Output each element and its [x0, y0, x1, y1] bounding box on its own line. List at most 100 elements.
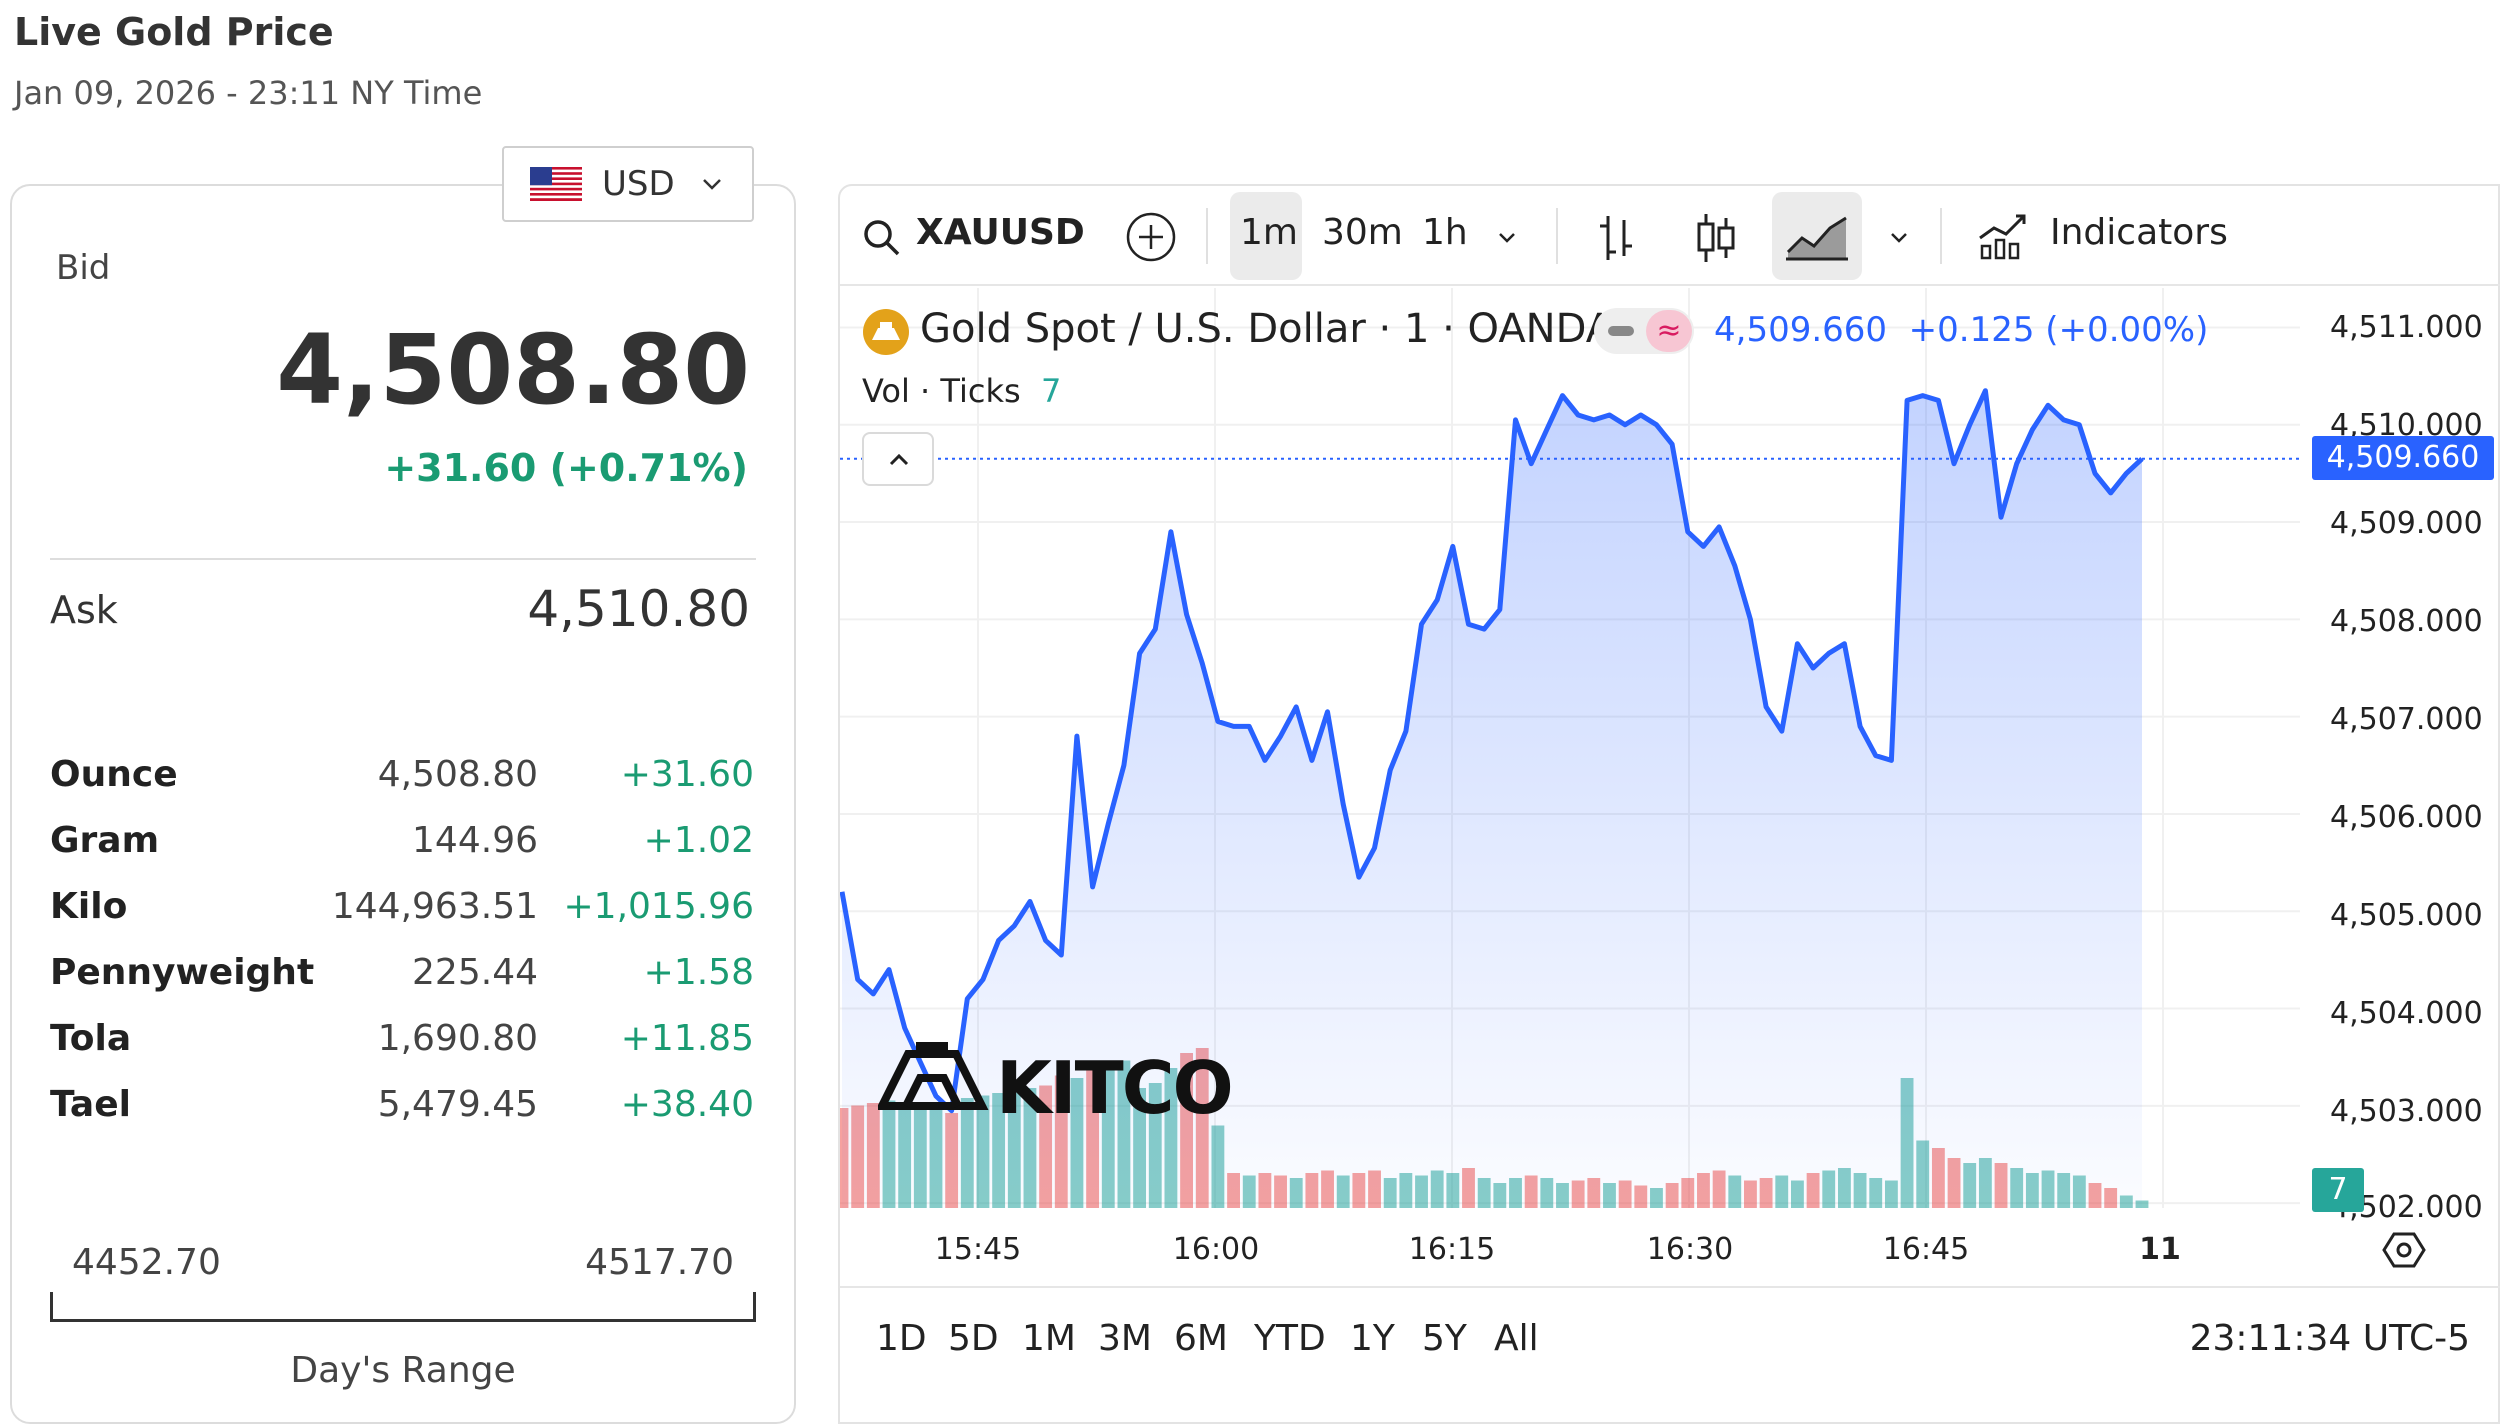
range-low: 4452.70	[72, 1242, 221, 1283]
currency-select[interactable]: USD	[502, 146, 754, 222]
search-icon[interactable]	[862, 218, 902, 258]
ask-price: 4,510.80	[527, 580, 750, 638]
interval-1m-button[interactable]	[1230, 192, 1302, 280]
legend-price: 4,509.660 +0.125 (+0.00%)	[1714, 310, 2208, 350]
range-3m-button[interactable]: 3M	[1098, 1318, 1152, 1359]
chevron-down-icon[interactable]	[1494, 224, 1520, 250]
hide-icon	[1608, 326, 1634, 336]
unit-price: 144.96	[412, 820, 538, 861]
range-ytd-button[interactable]: YTD	[1254, 1318, 1326, 1359]
price-area	[842, 390, 2142, 1208]
chart-legend-title: Gold Spot / U.S. Dollar · 1 · OANDA	[920, 306, 1614, 352]
toolbar-divider	[1556, 208, 1558, 264]
unit-price: 1,690.80	[377, 1018, 538, 1059]
area-chart-icon	[1786, 216, 1848, 261]
y-axis-tick: 4,509.000	[2330, 506, 2483, 541]
unit-change: +1.58	[643, 952, 754, 993]
volume-bar	[2135, 1200, 2149, 1208]
x-axis-tick: 16:45	[1882, 1232, 1970, 1267]
y-axis-tick: 4,505.000	[2330, 898, 2483, 933]
range-5y-button[interactable]: 5Y	[1422, 1318, 1467, 1359]
y-axis-tick: 4,504.000	[2330, 996, 2483, 1031]
unit-name: Gram	[50, 820, 160, 861]
chevron-down-icon	[702, 179, 721, 190]
unit-change: +1.02	[643, 820, 754, 861]
interval-1h-button[interactable]: 1h	[1422, 212, 1468, 253]
unit-price: 5,479.45	[377, 1084, 538, 1125]
unit-price: 225.44	[412, 952, 538, 993]
page-subtitle: Jan 09, 2026 - 23:11 NY Time	[14, 74, 483, 112]
chevron-up-icon	[889, 453, 909, 466]
symbol-search[interactable]: XAUUSD	[916, 212, 1085, 253]
ask-label: Ask	[50, 588, 118, 632]
y-axis-tick: 4,507.000	[2330, 702, 2483, 737]
y-axis-tick: 4,506.000	[2330, 800, 2483, 835]
legend-toggle[interactable]: ≈	[1594, 308, 1694, 354]
x-axis-tick: 11	[2139, 1232, 2181, 1267]
y-axis-tick: 4,503.000	[2330, 1094, 2483, 1129]
range-high: 4517.70	[585, 1242, 734, 1283]
unit-name: Kilo	[50, 886, 128, 927]
indicators-button[interactable]: Indicators	[2050, 212, 2228, 253]
price-line	[840, 388, 2144, 1114]
unit-change: +1,015.96	[563, 886, 754, 927]
bid-price: 4,508.80	[276, 314, 750, 426]
unit-name: Tola	[50, 1018, 132, 1059]
unit-name: Ounce	[50, 754, 178, 795]
last-price-tag: 4,509.660	[2312, 436, 2494, 480]
kitco-logo-text: KITCO	[996, 1046, 1234, 1130]
range-1m-button[interactable]: 1M	[1022, 1318, 1076, 1359]
interval-1m-label: 1m	[1240, 212, 1298, 253]
chart-clock: 23:11:34 UTC-5	[2189, 1318, 2470, 1359]
unit-name: Pennyweight	[50, 952, 315, 993]
y-axis-tick: 4,508.000	[2330, 604, 2483, 639]
wave-icon: ≈	[1646, 310, 1692, 352]
price-chart[interactable]	[840, 288, 2300, 1214]
bid-change: +31.60 (+0.71%)	[384, 446, 748, 490]
area-chart-type-button[interactable]	[1772, 192, 1862, 280]
interval-30m-button[interactable]: 30m	[1322, 212, 1403, 253]
day-range-bar	[50, 1292, 756, 1322]
range-6m-button[interactable]: 6M	[1174, 1318, 1228, 1359]
last-volume-tag: 7	[2312, 1168, 2364, 1212]
y-axis-tick: 4,511.000	[2330, 310, 2483, 345]
page-title: Live Gold Price	[14, 10, 334, 54]
price-card	[10, 184, 796, 1424]
currency-label: USD	[602, 164, 675, 204]
volume-legend-value: 7	[1040, 372, 1062, 410]
collapse-legend-button[interactable]	[862, 432, 934, 486]
bid-label: Bid	[56, 248, 111, 288]
unit-change: +38.40	[620, 1084, 754, 1125]
toolbar-divider	[1940, 208, 1942, 264]
divider	[50, 558, 756, 560]
unit-price: 4,508.80	[377, 754, 538, 795]
unit-change: +31.60	[620, 754, 754, 795]
unit-name: Tael	[50, 1084, 131, 1125]
x-axis-tick: 16:30	[1646, 1232, 1734, 1267]
range-all-button[interactable]: All	[1494, 1318, 1539, 1359]
chart-toolbar	[840, 186, 2500, 286]
x-axis-tick: 16:15	[1408, 1232, 1496, 1267]
chart-settings-icon[interactable]	[2382, 1228, 2426, 1272]
add-compare-icon[interactable]	[1124, 210, 1178, 264]
x-axis-tick: 16:00	[1172, 1232, 1260, 1267]
range-5d-button[interactable]: 5D	[948, 1318, 999, 1359]
chevron-down-icon[interactable]	[1886, 224, 1912, 250]
unit-change: +11.85	[620, 1018, 754, 1059]
candlestick-chart-type-icon[interactable]	[1694, 210, 1738, 266]
gold-symbol-icon	[863, 309, 909, 355]
unit-price: 144,963.51	[331, 886, 538, 927]
range-1y-button[interactable]: 1Y	[1350, 1318, 1395, 1359]
legend-last-price: 4,509.660	[1714, 310, 1888, 350]
range-1d-button[interactable]: 1D	[876, 1318, 927, 1359]
volume-legend: Vol · Ticks 7	[862, 372, 1061, 410]
kitco-logo-icon	[878, 1042, 989, 1110]
bottom-divider	[840, 1286, 2500, 1288]
day-range-label: Day's Range	[290, 1350, 516, 1391]
bar-chart-type-icon[interactable]	[1594, 212, 1638, 264]
indicators-icon[interactable]	[1976, 208, 2030, 262]
x-axis-tick: 15:45	[934, 1232, 1022, 1267]
toolbar-divider	[1206, 208, 1208, 264]
legend-change: +0.125 (+0.00%)	[1908, 310, 2209, 350]
volume-legend-label: Vol · Ticks	[862, 372, 1021, 410]
